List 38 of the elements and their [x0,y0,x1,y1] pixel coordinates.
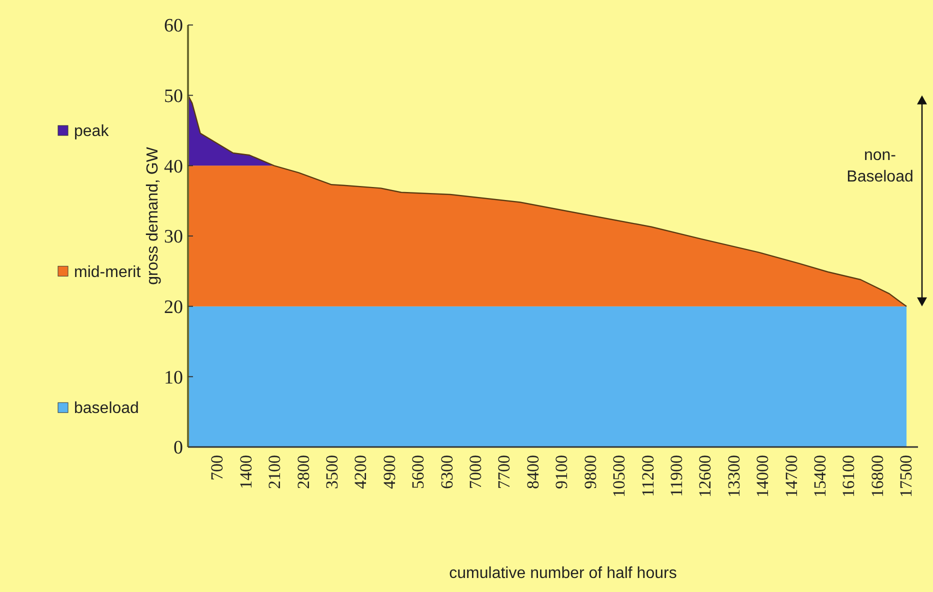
y-tick-label: 30 [164,226,183,248]
x-tick-label: 3500 [322,455,342,489]
x-tick-label: 5600 [408,455,428,489]
y-tick-label: 60 [164,16,183,37]
legend-label: baseload [74,400,139,418]
x-tick-label: 14000 [753,455,772,498]
y-axis-title: gross demand, GW [144,146,162,285]
y-tick-label: 20 [164,296,183,318]
x-tick-label: 16100 [839,455,858,498]
x-tick-label: 4200 [351,455,370,489]
x-tick-label: 12600 [696,455,715,498]
x-tick-label: 17500 [896,455,916,498]
x-tick-label: 9800 [580,455,600,489]
x-axis-title: cumulative number of half hours [449,565,677,582]
x-tick-label: 7000 [466,455,486,489]
x-tick-label: 14700 [782,455,801,498]
y-tick-label: 10 [164,367,183,388]
x-tick-label: 6300 [437,455,456,489]
x-tick-label: 16800 [868,455,887,498]
x-tick-label: 11900 [666,455,686,497]
x-tick-label: 8400 [523,455,542,489]
x-tick-label: 2800 [294,455,313,489]
legend-label: peak [74,123,110,140]
x-tick-label: 13300 [724,455,744,498]
legend-label: mid-merit [74,264,142,281]
x-tick-label: 4900 [380,455,399,489]
y-tick-label: 0 [174,438,183,459]
y-tick-label: 40 [164,156,183,178]
y-tick-label: 50 [164,86,183,107]
x-tick-label: 11200 [638,455,658,497]
x-tick-label: 1400 [236,455,256,489]
annotation: non-Baseload [846,147,914,186]
x-tick-label: 15400 [810,455,830,498]
x-tick-label: 10500 [610,455,629,498]
x-tick-label: 7700 [494,455,514,489]
x-tick-label: 700 [208,455,227,480]
x-tick-label: 9100 [552,455,572,489]
x-tick-label: 2100 [265,455,284,489]
